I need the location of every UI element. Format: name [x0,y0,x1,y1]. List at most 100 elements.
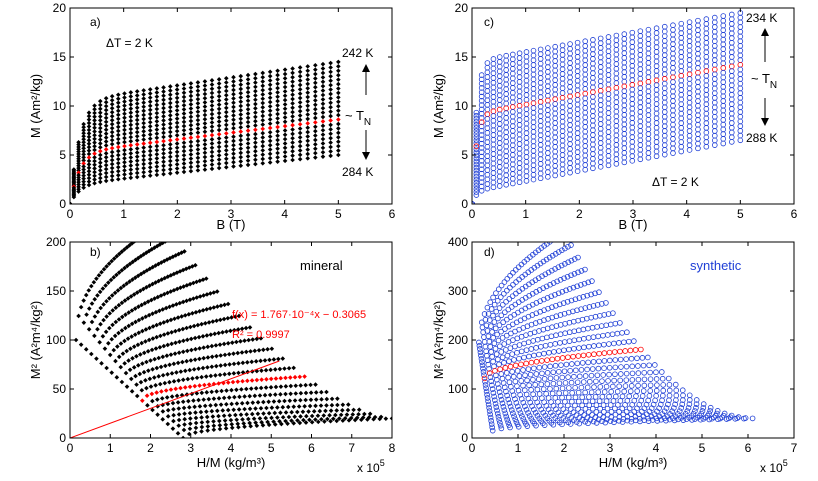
data-point [320,119,326,124]
data-point [161,97,166,103]
data-point [547,341,554,348]
data-point [670,107,676,114]
data-point [737,113,744,120]
data-point [582,138,589,144]
data-point [201,355,206,361]
data-point [567,117,573,124]
data-point [320,145,326,151]
data-point [111,256,117,261]
data-point [119,300,125,306]
data-point [526,353,532,360]
data-point [530,124,537,130]
data-point [81,127,86,133]
data-point [231,371,237,376]
data-point [202,403,208,409]
data-point [637,132,644,139]
data-point [253,84,258,90]
data-point [590,70,596,76]
data-point [191,280,196,286]
data-point [516,131,523,138]
data-point [122,265,127,271]
data-point [209,162,215,167]
data-point [216,110,222,116]
data-point [490,132,497,138]
data-point [181,119,187,125]
data-point [298,390,304,396]
data-point [268,384,274,390]
data-point [506,379,513,386]
data-point [613,123,620,129]
x-tick-label: 5 [335,207,342,221]
data-point [703,39,710,46]
data-point [145,403,150,408]
data-curve [70,64,341,204]
data-point [141,174,146,179]
data-point [76,165,81,171]
data-point [678,44,685,51]
data-point [247,393,253,399]
data-point [128,110,134,116]
data-point [737,99,744,106]
data-point [303,382,308,388]
data-point [124,384,130,389]
data-point [297,95,303,101]
data-point [545,88,551,94]
data-point [147,128,153,133]
data-point [574,49,581,55]
data-point [279,421,284,427]
data-point [613,118,620,124]
data-curve [484,381,679,398]
data-point [231,117,236,123]
data-point [678,20,685,27]
x-tick-label: 1 [120,207,127,221]
data-point [195,96,201,102]
data-point [86,124,92,129]
data-point [559,94,566,101]
data-point [305,121,311,126]
data-point [103,329,109,335]
data-point [578,409,584,415]
data-point [597,54,604,61]
data-point [238,142,244,147]
data-point [153,346,159,351]
data-point [639,355,646,361]
data-point [141,92,146,97]
data-point [695,136,701,142]
data-point [97,339,102,345]
data-point [597,164,604,170]
data-point [545,73,551,80]
data-point [223,88,229,94]
data-point [115,92,121,98]
data-point [706,416,713,423]
data-point [533,371,540,377]
data-point [214,353,219,359]
data-point [525,366,532,372]
data-point [346,402,351,407]
data-point [86,158,92,164]
data-point [146,312,152,318]
data-point [305,151,311,157]
data-point [197,346,202,351]
data-point [158,293,164,298]
data-point [275,81,280,87]
data-point [144,285,149,290]
data-point [566,338,573,344]
data-point [143,378,148,383]
data-point [261,411,266,416]
data-point [484,69,491,76]
data-point [485,333,492,340]
data-point [116,317,122,322]
data-point [91,279,97,285]
panel-b-label: b) [90,245,101,259]
data-point [195,130,201,135]
data-point [473,112,480,119]
data-point [637,137,644,144]
data-point [537,99,544,105]
data-point [645,112,652,118]
data-point [607,402,614,408]
data-point [516,373,523,379]
data-point [214,318,219,323]
data-point [496,130,503,137]
data-point [313,106,318,112]
data-point [168,117,173,122]
